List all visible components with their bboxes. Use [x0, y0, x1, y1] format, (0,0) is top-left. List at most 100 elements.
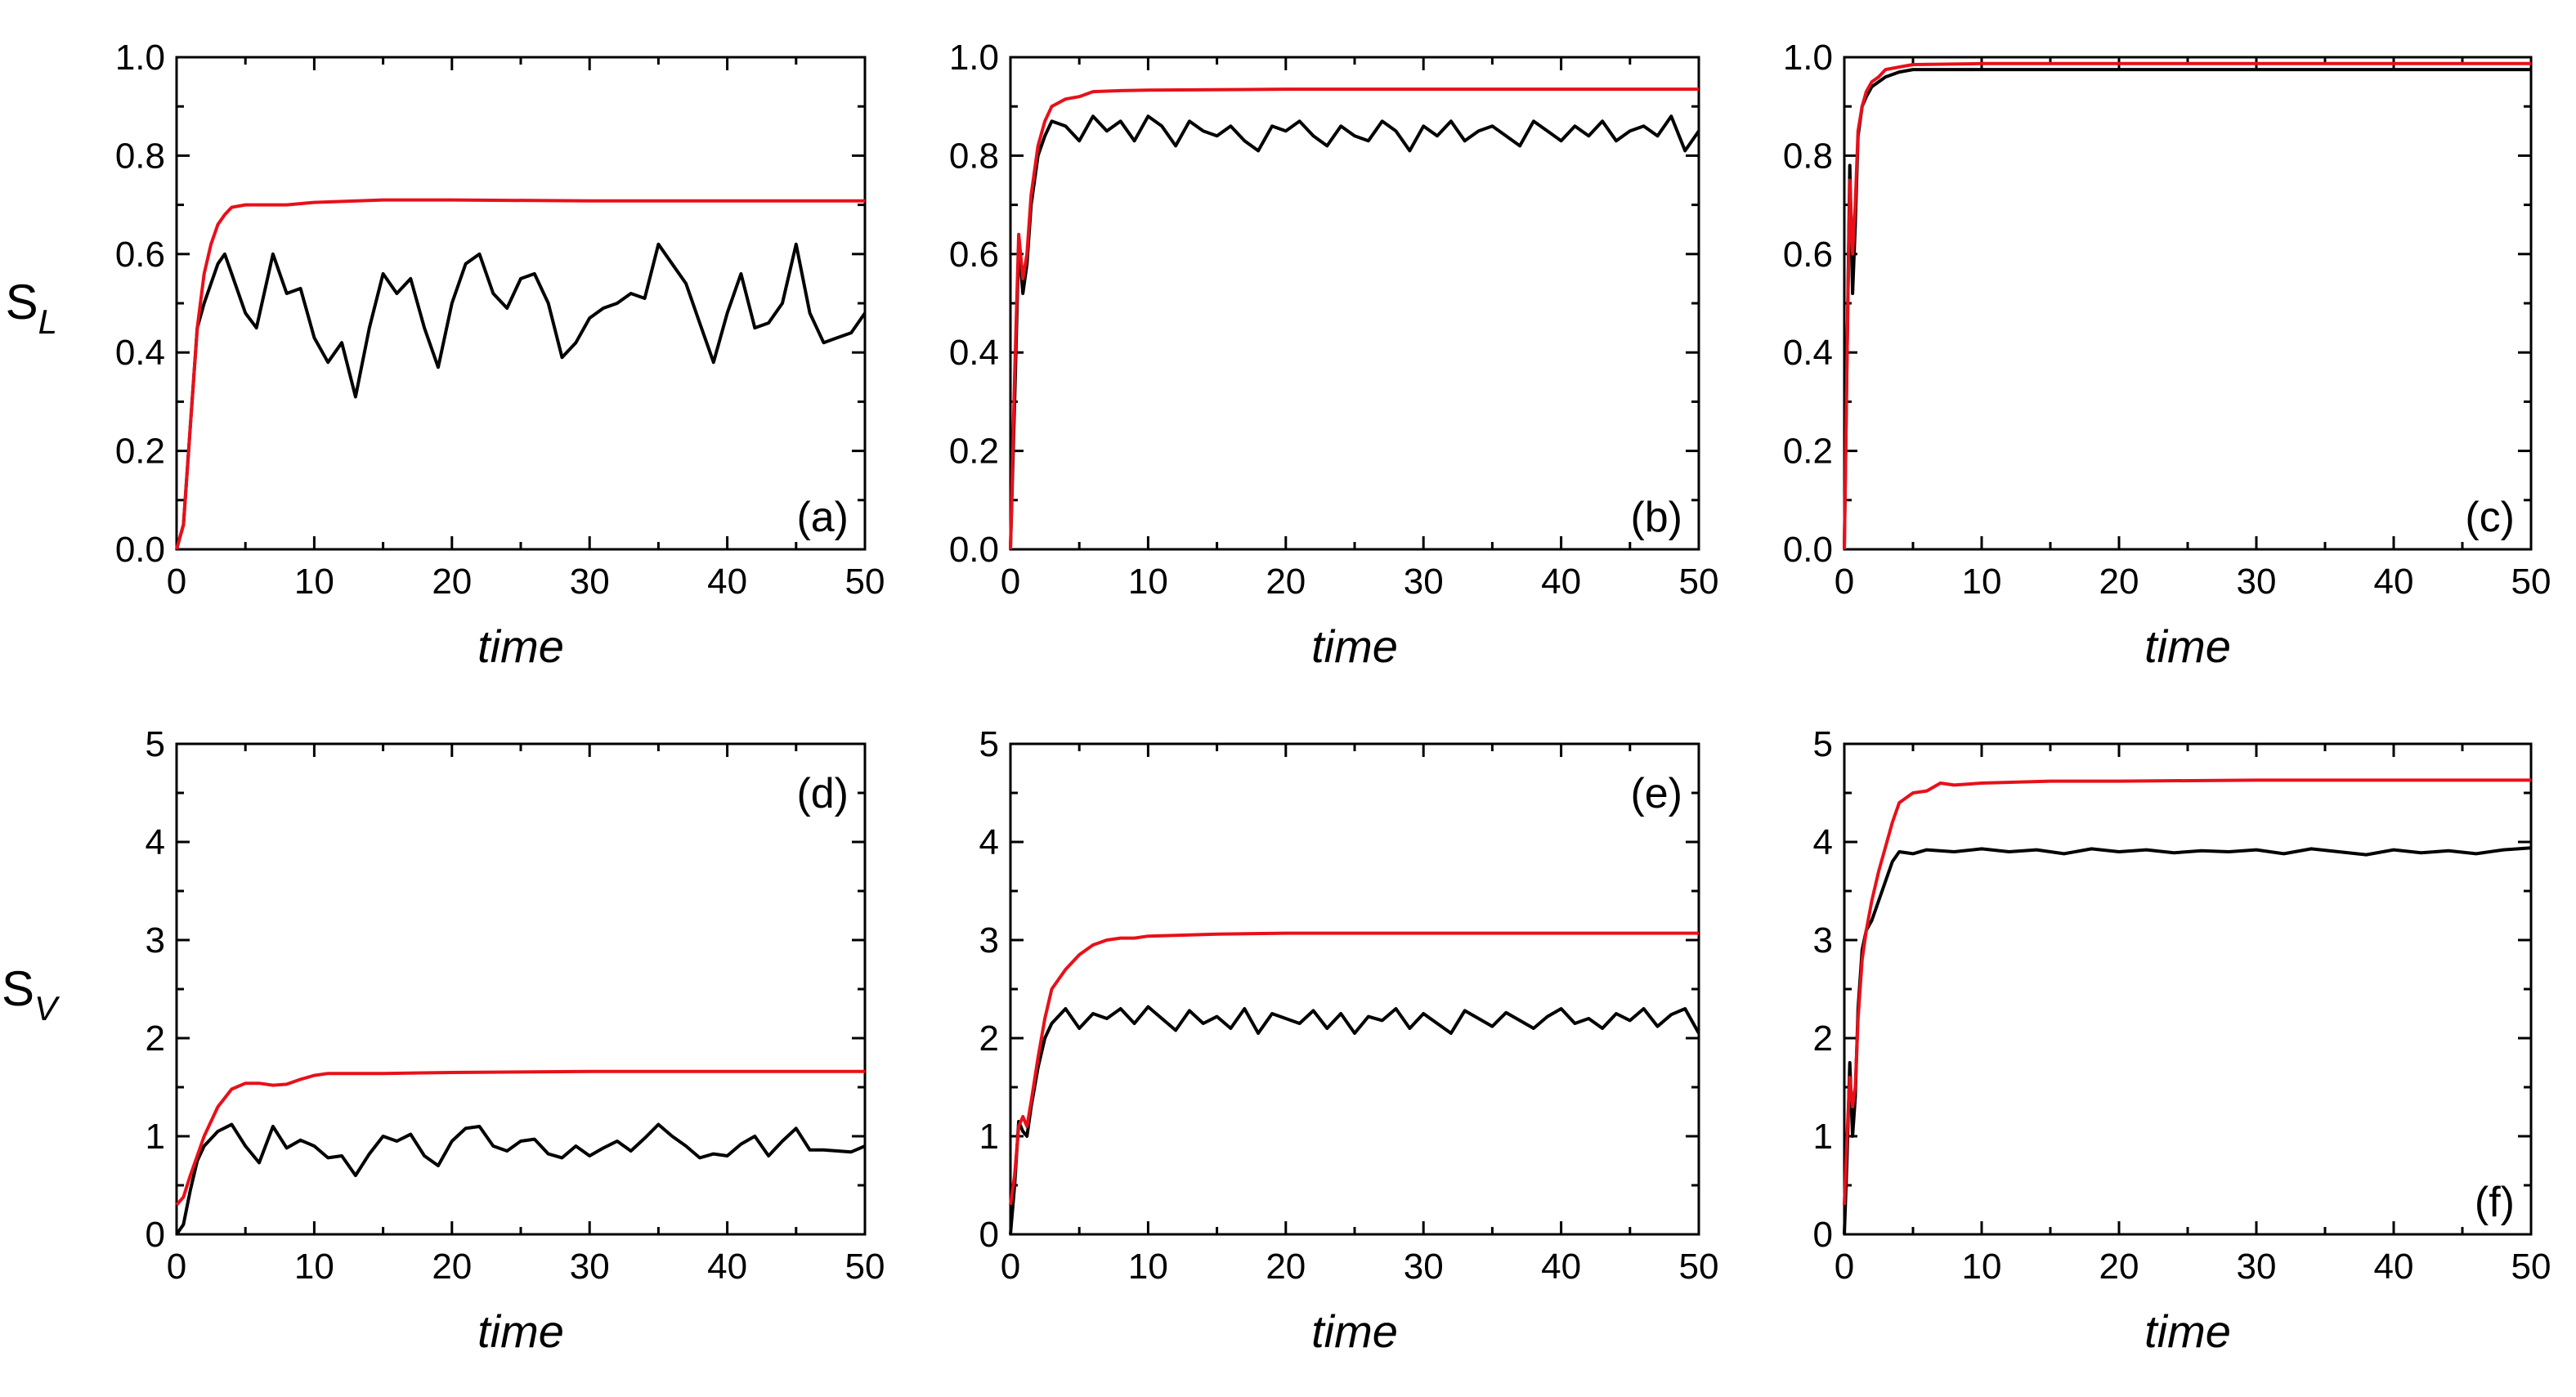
x-tick-label: 50	[1679, 562, 1719, 602]
plot-frame-d	[175, 742, 867, 1236]
y-tick-label: 0.8	[949, 136, 999, 176]
plot-frame-c	[1843, 56, 2533, 551]
panel-label-c: (c)	[2465, 494, 2515, 541]
y-tick-label: 2	[979, 1019, 999, 1059]
y-tick-label: 0.8	[1783, 136, 1833, 176]
plot-frame-a	[175, 56, 867, 551]
panel-label-e: (e)	[1630, 770, 1682, 817]
series-line-black-a	[175, 242, 867, 550]
y-tick-label: 0	[1813, 1215, 1833, 1255]
x-tick-label: 40	[1541, 1247, 1581, 1287]
x-tick-label: 30	[570, 562, 610, 602]
y-tick-label: 1.0	[949, 38, 999, 78]
x-tick-label: 0	[167, 1247, 186, 1287]
x-tick-label: 0	[1001, 1247, 1020, 1287]
x-tick-label: 20	[1266, 1247, 1306, 1287]
y-tick-label: 4	[146, 822, 165, 862]
x-tick-label: 0	[167, 562, 186, 602]
panel-a: 0 10 20 30 40 50 0.0 0.2 0.4 0.6 0.8 1.0 time (a)	[115, 38, 885, 672]
y-tick-label: 0.0	[949, 530, 999, 570]
y-tick-label: 4	[979, 822, 999, 862]
x-tick-label: 30	[1404, 1247, 1444, 1287]
plot-frame-b	[1009, 56, 1700, 551]
y-tick-label: 3	[1813, 920, 1833, 960]
y-tick-label: 2	[1813, 1019, 1833, 1059]
series-line-red-f	[1843, 778, 2531, 1206]
y-tick-label: 1	[1813, 1117, 1833, 1157]
x-tick-label: 20	[432, 1247, 472, 1287]
y-tick-label: 1	[146, 1117, 165, 1157]
x-tick-label: 20	[1266, 562, 1306, 602]
y-tick-label: 1	[979, 1117, 999, 1157]
series-line-black-f	[1843, 846, 2532, 1235]
x-tick-label: 40	[1541, 562, 1581, 602]
y-tick-label: 3	[146, 920, 165, 960]
x-tick-label: 20	[432, 562, 472, 602]
x-tick-label: 0	[1835, 562, 1854, 602]
x-tick-label: 10	[294, 1247, 334, 1287]
panel-e: 0 10 20 30 40 50 0 1 2 3 4 5 time (e)	[979, 724, 1719, 1357]
x-axis-title: time	[477, 1305, 564, 1357]
x-tick-label: 10	[294, 562, 334, 602]
y-axis-label-top-sub: L	[38, 302, 57, 341]
x-tick-label: 30	[2237, 1247, 2277, 1287]
y-axis-label-bottom-main: S	[2, 961, 34, 1016]
y-tick-label: 5	[979, 724, 999, 764]
panel-label-d: (d)	[796, 770, 849, 817]
x-tick-label: 50	[845, 562, 885, 602]
x-tick-label: 0	[1835, 1247, 1854, 1287]
panel-label-f: (f)	[2475, 1179, 2515, 1226]
y-tick-label: 1.0	[115, 38, 165, 78]
y-tick-label: 0	[146, 1215, 165, 1255]
x-tick-label: 20	[2099, 562, 2139, 602]
y-tick-label: 0.6	[115, 235, 165, 275]
y-tick-label: 5	[146, 724, 165, 764]
series-line-black-e	[1009, 1005, 1700, 1235]
y-tick-label: 1.0	[1783, 38, 1833, 78]
x-tick-label: 40	[707, 562, 747, 602]
y-tick-label: 0.8	[115, 136, 165, 176]
y-tick-label: 0.2	[1783, 432, 1833, 472]
x-tick-label: 10	[1128, 562, 1168, 602]
x-tick-label: 20	[2099, 1247, 2139, 1287]
x-tick-label: 40	[2374, 562, 2414, 602]
x-axis-title: time	[2144, 620, 2231, 672]
y-tick-label: 0.0	[115, 530, 165, 570]
panel-b: 0 10 20 30 40 50 0.0 0.2 0.4 0.6 0.8 1.0 time (b)	[949, 38, 1719, 672]
y-tick-label: 0.6	[949, 235, 999, 275]
x-axis-title: time	[1311, 1305, 1398, 1357]
x-axis-title: time	[477, 620, 564, 672]
y-tick-label: 0.4	[1783, 333, 1833, 373]
y-tick-label: 0.4	[115, 333, 165, 373]
y-axis-label-bottom-sub: V	[34, 989, 60, 1028]
x-axis-title: time	[1311, 620, 1398, 672]
x-tick-label: 50	[2511, 562, 2551, 602]
x-tick-label: 30	[570, 1247, 610, 1287]
x-tick-label: 10	[1128, 1247, 1168, 1287]
panel-label-b: (b)	[1630, 494, 1682, 541]
series-line-red-a	[175, 198, 865, 550]
series-line-red-e	[1009, 931, 1699, 1206]
y-axis-label-bottom: SV	[2, 961, 60, 1028]
x-tick-label: 30	[1404, 562, 1444, 602]
y-tick-label: 0.2	[949, 432, 999, 472]
x-tick-label: 40	[707, 1247, 747, 1287]
y-axis-label-top: SL	[6, 275, 57, 341]
panel-label-a: (a)	[796, 494, 849, 541]
x-tick-label: 10	[1962, 1247, 2002, 1287]
x-tick-label: 50	[845, 1247, 885, 1287]
series-line-red-d	[175, 1069, 865, 1207]
plot-frame-e	[1009, 742, 1700, 1236]
series-line-black-c	[1843, 68, 2531, 550]
panel-c: 0 10 20 30 40 50 0.0 0.2 0.4 0.6 0.8 1.0 time (c)	[1783, 38, 2551, 672]
panel-d: 0 10 20 30 40 50 0 1 2 3 4 5 time (d)	[146, 724, 885, 1357]
plot-frame-f	[1843, 742, 2533, 1236]
y-tick-label: 0	[979, 1215, 999, 1255]
y-tick-label: 0.4	[949, 333, 999, 373]
series-line-black-d	[175, 1122, 866, 1236]
series-line-black-b	[1009, 114, 1700, 550]
x-tick-label: 40	[2374, 1247, 2414, 1287]
y-tick-label: 0.2	[115, 432, 165, 472]
series-line-red-c	[1843, 61, 2531, 550]
